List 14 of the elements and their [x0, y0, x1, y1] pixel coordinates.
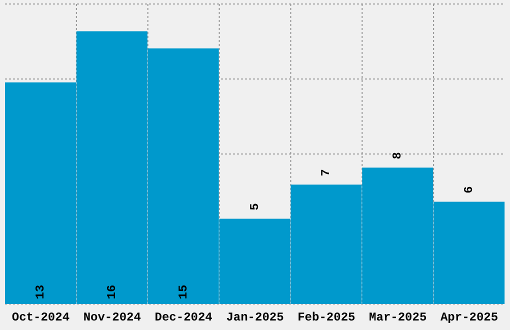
data-label: 15 [176, 284, 190, 300]
x-tick-label: Feb-2025 [298, 310, 356, 325]
x-tick-label: Nov-2024 [83, 310, 141, 325]
data-label: 5 [248, 203, 262, 210]
data-label: 16 [104, 284, 119, 300]
data-label: 6 [462, 186, 476, 194]
x-tick-label: Mar-2025 [369, 310, 427, 325]
x-tick-label: Dec-2024 [154, 310, 212, 325]
data-label: 7 [319, 169, 334, 176]
data-label: 13 [34, 284, 48, 300]
x-tick-label: Jan-2025 [226, 310, 284, 325]
x-tick-label: Apr-2025 [440, 310, 498, 325]
x-tick-label: Oct-2024 [12, 310, 70, 325]
data-label: 8 [390, 152, 405, 160]
